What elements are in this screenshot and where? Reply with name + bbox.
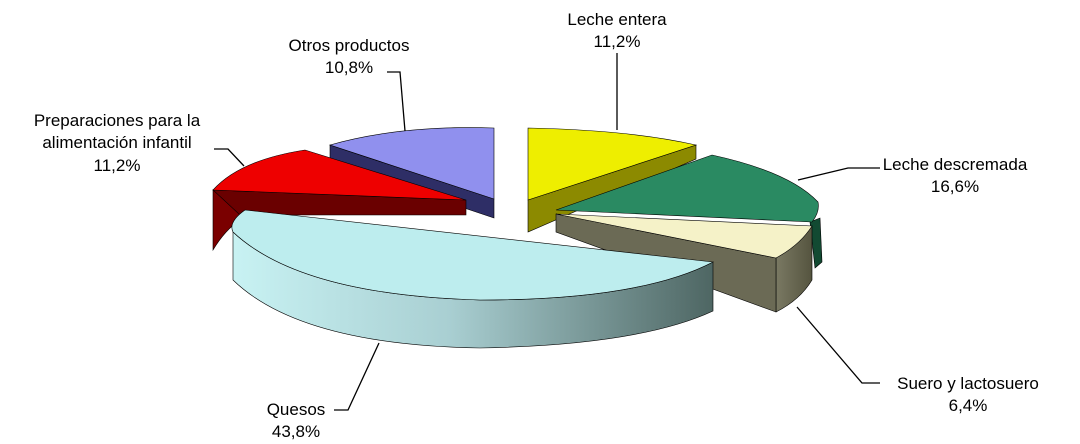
slice-leche-descremada-top xyxy=(555,154,819,223)
label-preparaciones-name-line2: alimentación infantil xyxy=(42,133,191,152)
leader-otros xyxy=(387,71,406,132)
slice-suero-top xyxy=(555,213,813,259)
leader-quesos xyxy=(334,342,380,411)
label-leche-descremada-name: Leche descremada xyxy=(883,155,1028,174)
label-otros-value: 10,8% xyxy=(325,58,373,77)
label-suero-name: Suero y lactosuero xyxy=(897,374,1039,393)
slice-preparaciones xyxy=(212,149,467,252)
slice-quesos xyxy=(231,209,715,349)
slice-leche-descremada xyxy=(555,154,823,269)
leader-preparaciones xyxy=(214,148,245,167)
label-leche-entera-name: Leche entera xyxy=(567,10,667,29)
label-leche-descremada-value: 16,6% xyxy=(931,177,979,196)
label-suero-value: 6,4% xyxy=(949,396,988,415)
slice-leche-entera-top xyxy=(527,127,698,201)
leader-suero xyxy=(796,306,880,384)
label-preparaciones-value: 11,2% xyxy=(94,156,141,175)
label-quesos-value: 43,8% xyxy=(272,422,320,441)
label-leche-entera-value: 11,2% xyxy=(594,32,641,51)
slice-suero-side-front xyxy=(775,225,813,313)
slice-leche-descremada-side xyxy=(809,217,823,269)
label-preparaciones-name-line1: Preparaciones para la xyxy=(34,111,201,130)
slice-quesos-top xyxy=(231,209,715,301)
leader-leche-descremada xyxy=(797,167,880,181)
slice-otros-productos-top xyxy=(328,127,495,200)
label-quesos-name: Quesos xyxy=(267,400,326,419)
label-otros-name: Otros productos xyxy=(289,36,410,55)
slice-preparaciones-top xyxy=(212,149,467,201)
